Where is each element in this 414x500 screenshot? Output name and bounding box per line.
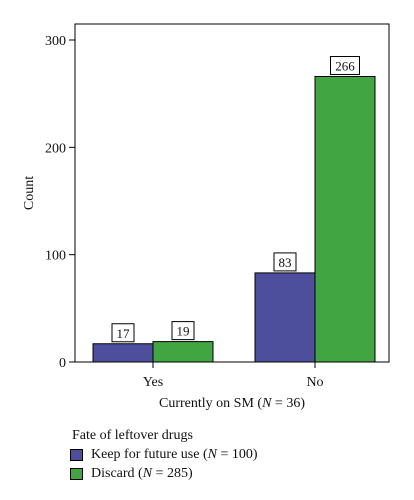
data-label: 19 <box>177 324 190 339</box>
bar <box>152 341 214 363</box>
data-labels: 17 83 19 266 <box>111 55 360 343</box>
y-tick-label: 100 <box>45 249 66 264</box>
x-axis-title-text: Currently on SM (N = 36) <box>159 396 305 411</box>
x-axis: Yes No <box>143 362 324 390</box>
legend-item-keep: Keep for future use (N = 100) <box>70 445 258 464</box>
bar <box>254 272 316 363</box>
x-axis-title: Currently on SM (N = 36) <box>159 396 305 411</box>
plot-frame <box>74 23 390 363</box>
data-label-box <box>171 321 195 341</box>
legend-item-discard: Discard (N = 285) <box>70 464 258 483</box>
legend-title: Fate of leftover drugs <box>72 428 193 443</box>
data-label-box <box>330 55 360 75</box>
legend: Fate of leftover drugs Keep for future u… <box>70 426 258 483</box>
legend-swatch-discard <box>70 467 83 480</box>
legend-swatch-keep <box>70 448 83 461</box>
y-tick-label: 200 <box>45 141 66 156</box>
data-label: 83 <box>279 255 292 270</box>
bar <box>92 343 154 363</box>
y-tick-label: 0 <box>59 356 66 371</box>
legend-label-discard: Discard (N = 285) <box>91 466 193 481</box>
legend-label-keep: Keep for future use (N = 100) <box>91 447 258 462</box>
y-axis: 0 100 200 300 <box>45 34 75 371</box>
data-label: 17 <box>117 326 131 341</box>
x-tick-label: No <box>306 375 323 390</box>
bars <box>92 75 376 363</box>
data-label-box <box>111 323 135 343</box>
data-label-box <box>273 252 297 272</box>
y-tick-label: 300 <box>45 34 66 49</box>
x-tick-label: Yes <box>143 375 163 390</box>
data-label: 266 <box>335 58 355 73</box>
bar <box>314 75 376 363</box>
y-axis-title: Count <box>22 176 37 210</box>
